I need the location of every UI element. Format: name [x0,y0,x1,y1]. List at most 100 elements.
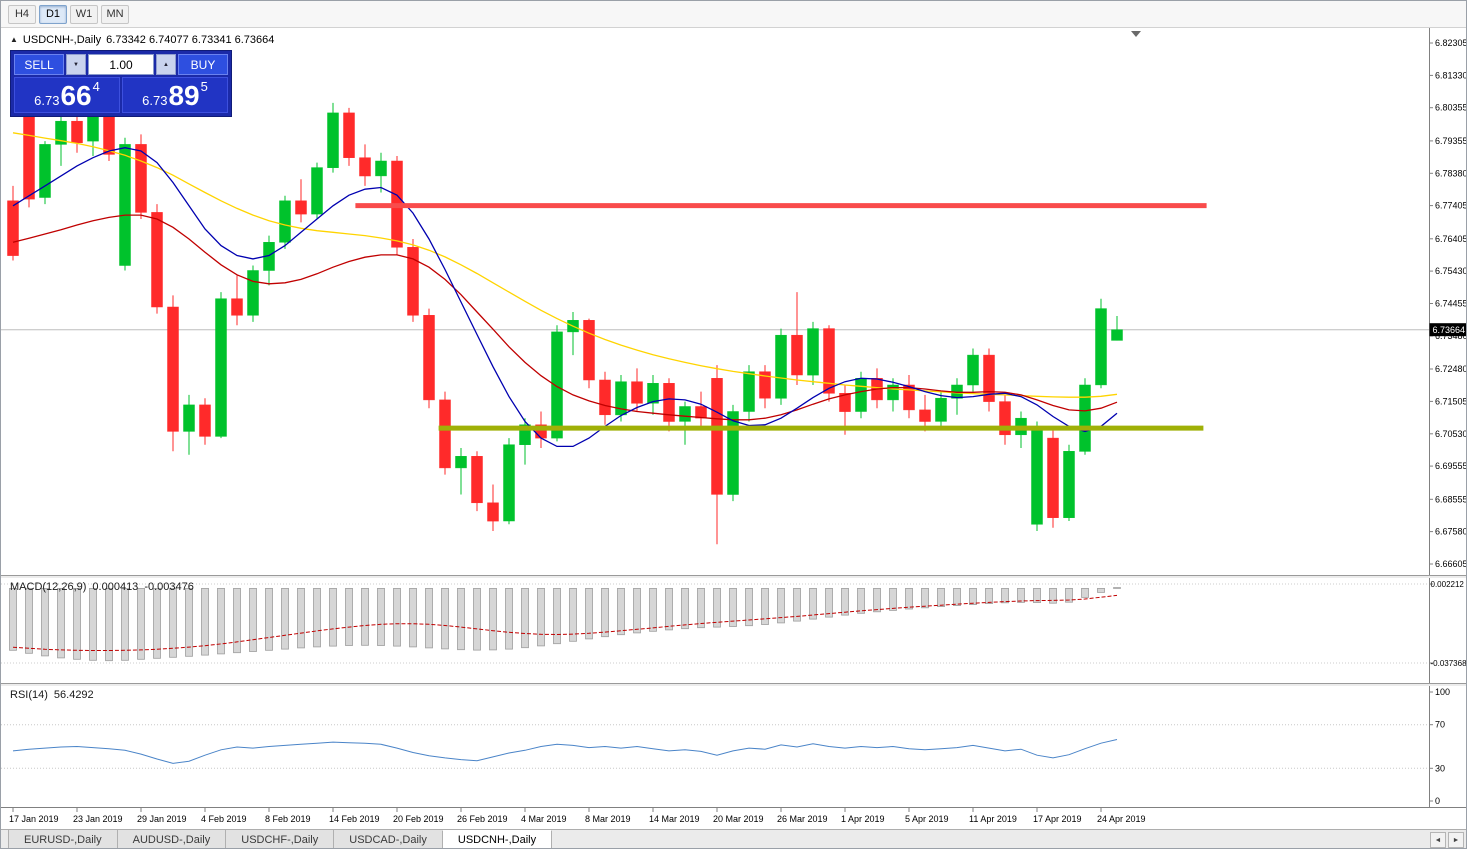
svg-text:0: 0 [1435,796,1440,806]
macd-value-signal: -0.003476 [144,581,194,593]
volume-value: 1.00 [109,57,133,72]
svg-text:14 Mar 2019: 14 Mar 2019 [649,814,700,824]
svg-text:6.80355: 6.80355 [1435,103,1467,113]
one-click-trading-panel: SELL ▼ 1.00 ▲ BUY 6.73 66 4 [10,50,232,117]
svg-text:30: 30 [1435,763,1445,773]
price-axis[interactable]: 6.82305 6.81330 6.80355 6.79355 6.78380 6.774… [1429,28,1467,575]
tab-usdchf[interactable]: USDCHF-,Daily [225,830,335,848]
svg-text:6.81330: 6.81330 [1435,70,1467,80]
sell-price-base: 6.73 [34,93,60,108]
rsi-value: 56.4292 [53,689,94,701]
svg-text:6.73664: 6.73664 [1433,325,1466,335]
main-chart-pane[interactable]: 6.82305 6.81330 6.80355 6.79355 6.78380 6.774… [1,28,1467,575]
volume-dropdown-button[interactable]: ▼ [66,54,86,75]
buy-button[interactable]: BUY [178,54,228,75]
svg-text:24 Apr 2019: 24 Apr 2019 [1097,814,1146,824]
svg-text:29 Jan 2019: 29 Jan 2019 [137,814,187,824]
timeframe-button-h4[interactable]: H4 [8,4,36,24]
timeframe-toolbar: H4 D1 W1 MN [1,1,1466,28]
time-axis[interactable]: 17 Jan 2019 23 Jan 2019 29 Jan 2019 4 Feb 2… [1,807,1467,829]
one-click-toggle-icon[interactable]: ▲ [10,35,18,44]
rsi-name: RSI(14) [10,689,48,701]
time-axis-labels: 17 Jan 2019 23 Jan 2019 29 Jan 2019 4 Feb 2… [9,808,1146,824]
svg-text:6.66605: 6.66605 [1435,559,1467,569]
svg-text:26 Feb 2019: 26 Feb 2019 [457,814,508,824]
macd-name: MACD(12,26,9) [10,581,87,593]
chart-ohlc-label: 6.73342 6.74077 6.73341 6.73664 [106,34,275,46]
macd-signal-line [12,594,1118,651]
sell-price-display[interactable]: 6.73 66 4 [14,77,120,113]
tab-scroll-left-button[interactable]: ◄ [1430,832,1446,848]
svg-text:11 Apr 2019: 11 Apr 2019 [969,814,1017,824]
macd-label: MACD(12,26,9) 0.000413 -0.003476 [10,581,194,593]
tab-eurusd[interactable]: EURUSD-,Daily [8,830,118,848]
svg-text:4 Mar 2019: 4 Mar 2019 [521,814,567,824]
svg-text:8 Feb 2019: 8 Feb 2019 [265,814,311,824]
buy-price-big: 89 [168,80,200,112]
time-axis-canvas[interactable]: 17 Jan 2019 23 Jan 2019 29 Jan 2019 4 Feb 2… [1,808,1467,829]
pane-splitter[interactable] [1,575,1466,578]
svg-text:5 Apr 2019: 5 Apr 2019 [905,814,949,824]
ma-slow-line [12,132,1118,398]
buy-price-sup: 5 [200,79,208,94]
timeframe-button-w1[interactable]: W1 [70,4,98,24]
ma-fast-line [12,147,1118,448]
tab-audusd[interactable]: AUDUSD-,Daily [116,830,227,848]
rsi-pane[interactable]: 100 70 30 0 RSI(14) 56.4292 [1,686,1467,807]
buy-price-display[interactable]: 6.73 89 5 [122,77,228,113]
svg-text:-0.037368: -0.037368 [1431,659,1467,668]
svg-text:6.68555: 6.68555 [1435,494,1467,504]
tab-scroll-right-button[interactable]: ► [1448,832,1464,848]
svg-text:6.72480: 6.72480 [1435,364,1467,374]
sell-price-sup: 4 [92,79,100,94]
scroll-left-icon: ◄ [1434,836,1442,844]
sell-button[interactable]: SELL [14,54,64,75]
tab-usdcad[interactable]: USDCAD-,Daily [333,830,443,848]
pane-splitter[interactable] [1,683,1466,686]
svg-text:6.82305: 6.82305 [1435,38,1467,48]
svg-text:6.74455: 6.74455 [1435,299,1467,309]
rsi-label: RSI(14) 56.4292 [10,689,94,701]
svg-text:6.69555: 6.69555 [1435,461,1467,471]
chart-symbol-label: USDCNH-,Daily [22,34,102,46]
timeframe-button-d1[interactable]: D1 [39,4,67,24]
buy-price-base: 6.73 [142,93,168,108]
svg-text:20 Mar 2019: 20 Mar 2019 [713,814,764,824]
volume-spinner-button[interactable]: ▲ [156,54,176,75]
svg-text:6.77405: 6.77405 [1435,201,1467,211]
svg-text:8 Mar 2019: 8 Mar 2019 [585,814,631,824]
macd-value-main: 0.000413 [92,581,139,593]
rsi-line [12,739,1118,764]
chevron-down-icon: ▼ [73,61,79,68]
candles-layer [7,94,1123,545]
macd-canvas[interactable]: 0.002212 -0.037368 [1,578,1467,683]
bid-price-badge: 6.73664 [1429,323,1466,337]
rsi-axis[interactable]: 100 70 30 0 [1429,686,1450,807]
svg-text:6.78380: 6.78380 [1435,168,1467,178]
svg-text:6.79355: 6.79355 [1435,136,1467,146]
macd-pane[interactable]: 0.002212 -0.037368 MACD(12,26,9) 0.000413… [1,578,1467,683]
svg-text:70: 70 [1435,720,1445,730]
svg-text:1 Apr 2019: 1 Apr 2019 [841,814,885,824]
ma-medium-line [12,214,1118,421]
svg-text:100: 100 [1435,687,1450,697]
svg-text:20 Feb 2019: 20 Feb 2019 [393,814,444,824]
tab-usdcnh[interactable]: USDCNH-,Daily [441,830,553,848]
chart-tabs-bar: EURUSD-,Daily AUDUSD-,Daily USDCHF-,Dail… [1,829,1466,848]
svg-text:23 Jan 2019: 23 Jan 2019 [73,814,123,824]
scroll-right-icon: ► [1452,836,1460,844]
svg-text:14 Feb 2019: 14 Feb 2019 [329,814,380,824]
macd-axis[interactable]: 0.002212 -0.037368 [1429,578,1467,683]
svg-text:0.002212: 0.002212 [1431,580,1465,589]
svg-text:6.67580: 6.67580 [1435,527,1467,537]
volume-input[interactable]: 1.00 [87,54,155,75]
chart-title: ▲ USDCNH-,Daily 6.73342 6.74077 6.73341 … [10,34,274,46]
tab-scroll-buttons: ◄ ► [1430,832,1464,848]
main-chart-canvas[interactable]: 6.82305 6.81330 6.80355 6.79355 6.78380 6.774… [1,28,1467,575]
timeframe-button-mn[interactable]: MN [101,4,129,24]
svg-text:6.75430: 6.75430 [1435,266,1467,276]
svg-text:4 Feb 2019: 4 Feb 2019 [201,814,247,824]
rsi-canvas[interactable]: 100 70 30 0 [1,686,1467,807]
svg-text:17 Apr 2019: 17 Apr 2019 [1033,814,1082,824]
svg-text:6.70530: 6.70530 [1435,429,1467,439]
